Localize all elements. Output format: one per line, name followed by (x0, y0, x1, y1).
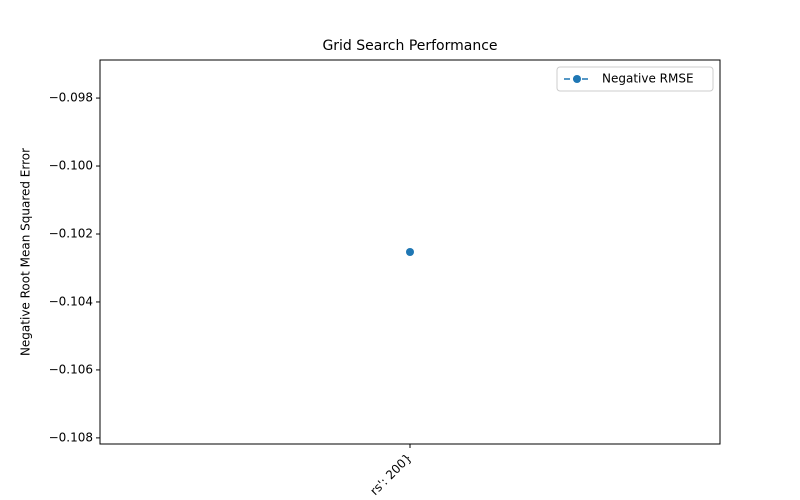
y-tick-label: −0.104 (49, 294, 93, 308)
legend: Negative RMSE (556, 66, 714, 92)
y-tick-label: −0.098 (49, 91, 93, 105)
data-point (406, 248, 414, 256)
y-tick-label: −0.100 (49, 159, 93, 173)
legend-label: Negative RMSE (602, 72, 694, 86)
y-tick-label: −0.106 (49, 362, 93, 376)
legend-marker (573, 75, 581, 83)
chart-title: Grid Search Performance (322, 38, 497, 54)
x-tick-label: rs': 200} (367, 451, 414, 498)
y-tick-label: −0.102 (49, 226, 93, 240)
y-tick-label: −0.108 (49, 430, 93, 444)
legend-box (556, 66, 714, 92)
y-axis-label: Negative Root Mean Squared Error (19, 148, 33, 356)
